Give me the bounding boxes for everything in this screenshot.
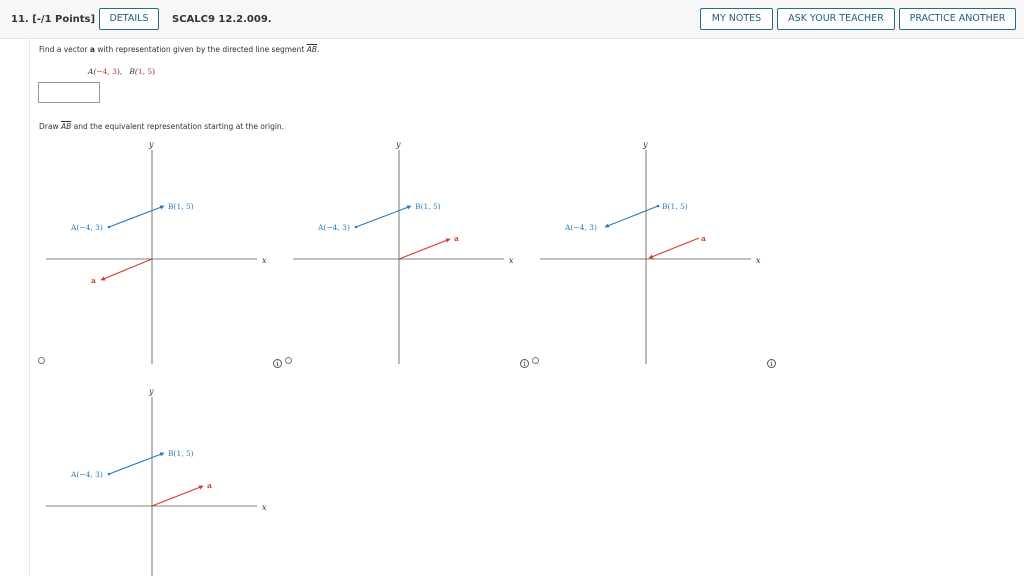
point-a-label: A(−4, 3) [70, 470, 103, 479]
option-3-radio[interactable] [532, 357, 539, 364]
vector-a-label: a [701, 234, 706, 243]
point-b-dot [656, 204, 660, 208]
question-prompt: Find a vector a with representation give… [39, 45, 320, 54]
point-a-coords: −4, 3 [96, 67, 117, 76]
vector-a [151, 485, 204, 507]
left-divider [29, 39, 30, 576]
details-button[interactable]: DETAILS [99, 8, 159, 30]
point-b-label: B(1, 5) [415, 202, 441, 211]
segment-ab [355, 205, 412, 228]
practice-another-button[interactable]: PRACTICE ANOTHER [899, 8, 1016, 30]
y-axis-label: y [395, 140, 401, 149]
ask-teacher-button[interactable]: ASK YOUR TEACHER [777, 8, 895, 30]
point-b-coords: 1, 5 [137, 67, 153, 76]
points-label: [-/1 Points] [32, 14, 96, 25]
vector-a [398, 238, 451, 260]
answer-input[interactable] [38, 82, 100, 103]
point-a-label: A(−4, 3) [564, 223, 597, 232]
x-axis-label: x [509, 256, 514, 265]
question-header: 11. [-/1 Points] DETAILS SCALC9 12.2.009… [0, 0, 1024, 39]
vector-a [100, 258, 153, 281]
point-a-label: A(−4, 3) [70, 223, 103, 232]
x-axis-label: x [262, 503, 267, 512]
point-a-label: A(−4, 3) [317, 223, 350, 232]
draw-segment-label: AB [60, 122, 72, 131]
graph-option-2: y x A(−4, 3) B(1, 5) a [293, 140, 514, 364]
info-icon[interactable]: i [273, 359, 282, 368]
vector-a-label: a [207, 481, 212, 490]
point-a-dot [354, 225, 358, 229]
point-b-label: B(1, 5) [662, 202, 688, 211]
point-b-label: B(1, 5) [168, 449, 194, 458]
segment-ab [108, 205, 165, 228]
point-b-label: B(1, 5) [168, 202, 194, 211]
segment-ba [604, 205, 659, 228]
option-1-radio[interactable] [38, 357, 45, 364]
problem-code: SCALC9 12.2.009. [172, 14, 272, 25]
draw-prompt: Draw AB and the equivalent representatio… [39, 122, 285, 131]
x-axis-label: x [756, 256, 761, 265]
segment-label: AB [306, 45, 318, 54]
point-a-dot [107, 225, 111, 229]
graph-option-3: y x A(−4, 3) B(1, 5) a [540, 140, 761, 364]
y-axis-label: y [148, 387, 154, 396]
given-points: A(−4, 3), B(1, 5) [88, 67, 156, 76]
my-notes-button[interactable]: MY NOTES [700, 8, 773, 30]
x-axis-label: x [262, 256, 267, 265]
vector-a-label: a [454, 234, 459, 243]
y-axis-label: y [642, 140, 648, 149]
vector-name: a [89, 45, 95, 54]
graph-option-4: y x A(−4, 3) B(1, 5) a [46, 387, 267, 576]
question-number: 11. [-/1 Points] [11, 14, 96, 25]
info-icon[interactable]: i [520, 359, 529, 368]
vector-a [648, 237, 700, 259]
graph-option-1: y x A(−4, 3) B(1, 5) a [46, 140, 267, 364]
info-icon[interactable]: i [767, 359, 776, 368]
y-axis-label: y [148, 140, 154, 149]
point-a-dot [107, 472, 111, 476]
segment-ab [108, 452, 165, 475]
option-2-radio[interactable] [285, 357, 292, 364]
vector-a-label: a [91, 276, 96, 285]
